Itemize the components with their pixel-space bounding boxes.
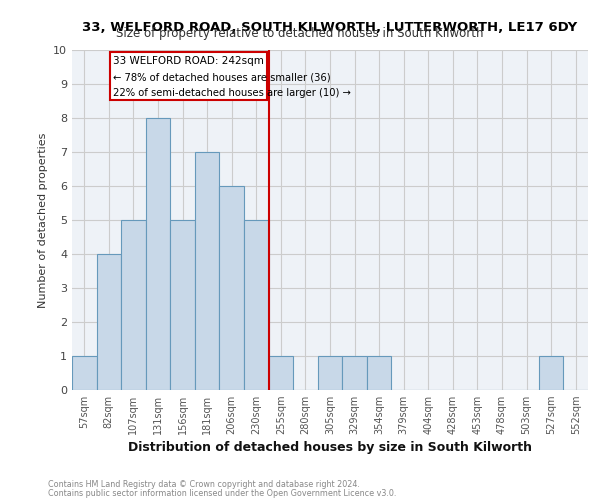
X-axis label: Distribution of detached houses by size in South Kilworth: Distribution of detached houses by size … <box>128 442 532 454</box>
Bar <box>195 152 220 390</box>
Bar <box>121 220 146 390</box>
Title: 33, WELFORD ROAD, SOUTH KILWORTH, LUTTERWORTH, LE17 6DY: 33, WELFORD ROAD, SOUTH KILWORTH, LUTTER… <box>82 20 578 34</box>
Text: 22% of semi-detached houses are larger (10) →: 22% of semi-detached houses are larger (… <box>113 88 351 98</box>
Text: Size of property relative to detached houses in South Kilworth: Size of property relative to detached ho… <box>116 28 484 40</box>
Bar <box>97 254 121 390</box>
Text: Contains HM Land Registry data © Crown copyright and database right 2024.: Contains HM Land Registry data © Crown c… <box>48 480 360 489</box>
Bar <box>367 356 391 390</box>
Bar <box>539 356 563 390</box>
Y-axis label: Number of detached properties: Number of detached properties <box>38 132 47 308</box>
Text: Contains public sector information licensed under the Open Government Licence v3: Contains public sector information licen… <box>48 489 397 498</box>
Text: 33 WELFORD ROAD: 242sqm: 33 WELFORD ROAD: 242sqm <box>113 56 264 66</box>
Text: ← 78% of detached houses are smaller (36): ← 78% of detached houses are smaller (36… <box>113 72 331 82</box>
Bar <box>146 118 170 390</box>
FancyBboxPatch shape <box>110 52 266 100</box>
Bar <box>269 356 293 390</box>
Bar <box>72 356 97 390</box>
Bar <box>342 356 367 390</box>
Bar <box>170 220 195 390</box>
Bar <box>318 356 342 390</box>
Bar <box>244 220 269 390</box>
Bar <box>220 186 244 390</box>
